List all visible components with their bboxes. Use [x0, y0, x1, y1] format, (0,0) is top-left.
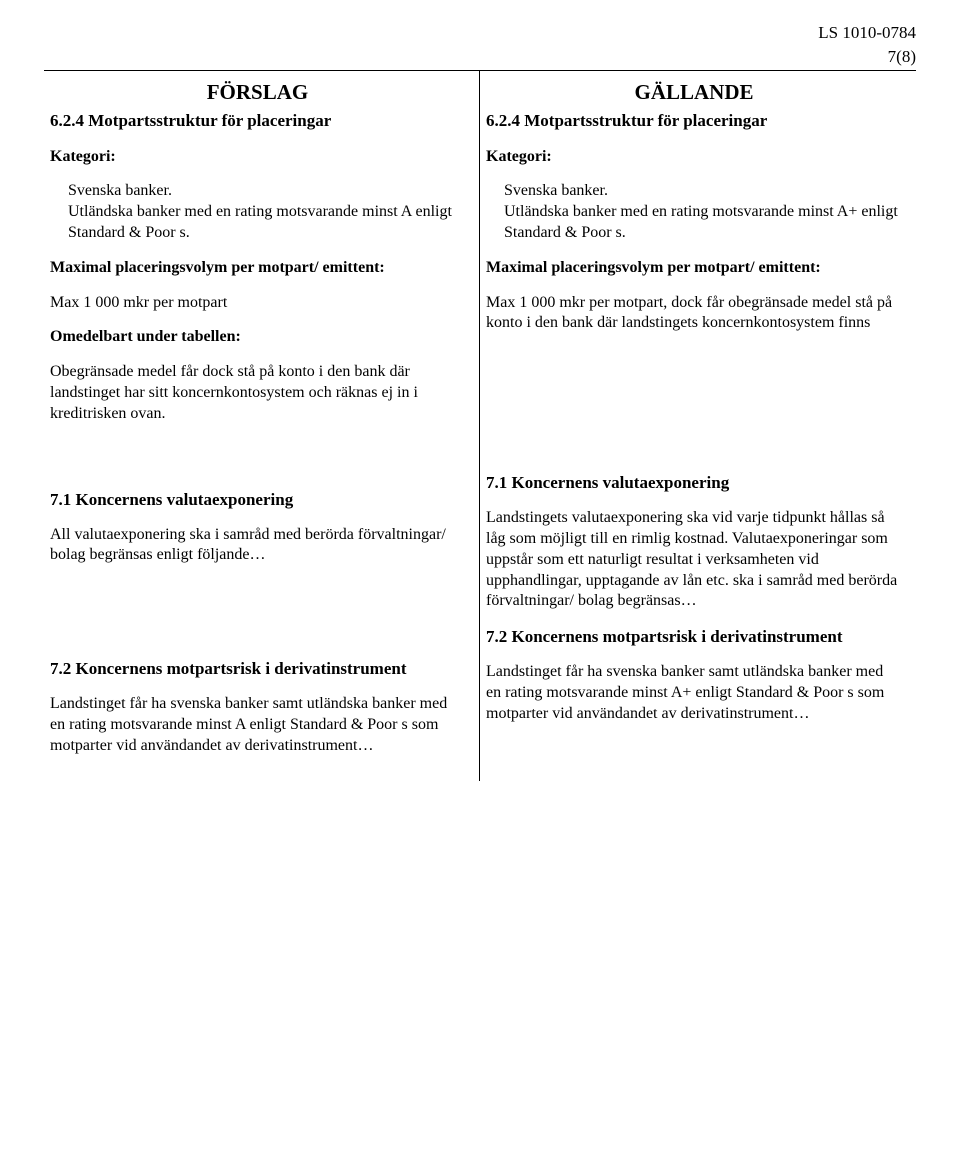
spacer: [486, 348, 902, 394]
left-kategori-body: Svenska banker. Utländska banker med en …: [50, 181, 465, 243]
left-max-line: Max 1 000 mkr per motpart: [50, 293, 465, 314]
left-7-2-body: Landstinget får ha svenska banker samt u…: [50, 694, 465, 756]
right-7-1-heading: 7.1 Koncernens valutaexponering: [486, 472, 902, 494]
left-7-1-heading: 7.1 Koncernens valutaexponering: [50, 489, 465, 511]
page-number: 7(8): [44, 46, 916, 68]
doc-ref: LS 1010-0784: [44, 22, 916, 44]
left-maximal-label: Maximal placeringsvolym per motpart/ emi…: [50, 258, 465, 279]
left-kategori-label: Kategori:: [50, 147, 465, 168]
left-obegr-body: Obegränsade medel får dock stå på konto …: [50, 362, 465, 424]
right-max-body: Max 1 000 mkr per motpart, dock får obeg…: [486, 293, 902, 335]
spacer: [486, 440, 902, 468]
left-6-2-4-heading: 6.2.4 Motpartsstruktur för placeringar: [50, 110, 465, 132]
right-kategori-body: Svenska banker. Utländska banker med en …: [486, 181, 902, 243]
right-maximal-label: Maximal placeringsvolym per motpart/ emi…: [486, 258, 902, 279]
right-column-title: GÄLLANDE: [486, 79, 902, 106]
left-column-title: FÖRSLAG: [50, 79, 465, 106]
right-7-1-body: Landstingets valutaexponering ska vid va…: [486, 508, 902, 612]
spacer: [50, 439, 465, 485]
two-column-layout: FÖRSLAG 6.2.4 Motpartsstruktur för place…: [44, 70, 916, 781]
spacer: [50, 580, 465, 626]
right-7-2-heading: 7.2 Koncernens motpartsrisk i derivatins…: [486, 626, 902, 648]
right-kategori-label: Kategori:: [486, 147, 902, 168]
page: LS 1010-0784 7(8) FÖRSLAG 6.2.4 Motparts…: [0, 0, 960, 821]
left-7-1-body: All valutaexponering ska i samråd med be…: [50, 525, 465, 567]
right-6-2-4-heading: 6.2.4 Motpartsstruktur för placeringar: [486, 110, 902, 132]
spacer: [486, 394, 902, 440]
left-omedelbart-label: Omedelbart under tabellen:: [50, 327, 465, 348]
right-7-2-body: Landstinget får ha svenska banker samt u…: [486, 662, 902, 724]
left-column: FÖRSLAG 6.2.4 Motpartsstruktur för place…: [44, 71, 480, 781]
spacer: [50, 626, 465, 654]
right-column: GÄLLANDE 6.2.4 Motpartsstruktur för plac…: [480, 71, 916, 781]
left-7-2-heading: 7.2 Koncernens motpartsrisk i derivatins…: [50, 658, 465, 680]
